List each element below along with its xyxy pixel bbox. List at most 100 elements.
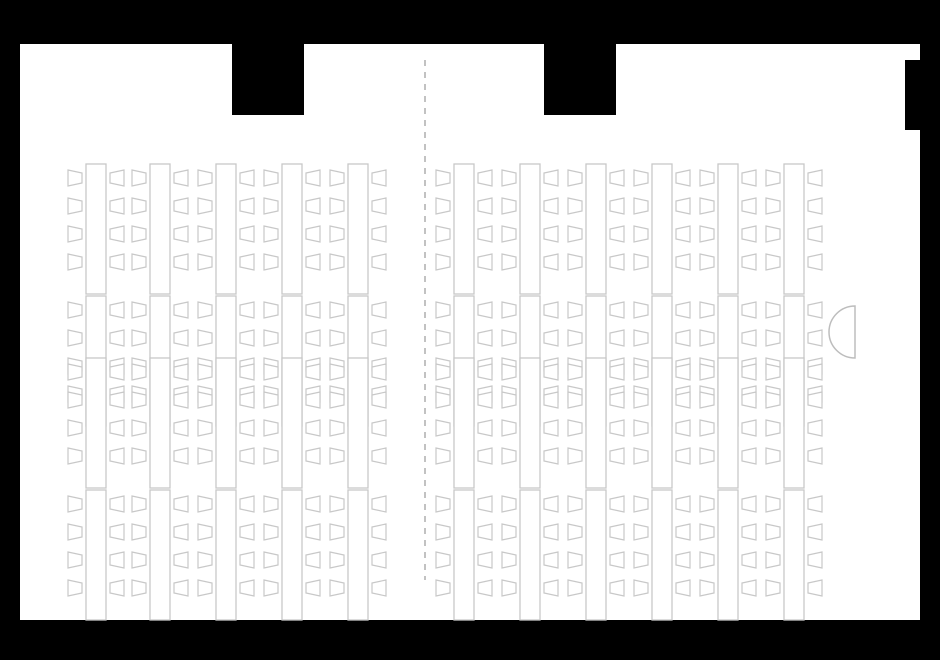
chair-right-c8-r1-b0-s3 <box>676 448 690 464</box>
chair-left-c6-r1-b1-s2 <box>502 552 516 568</box>
chair-left-c8-r1-b1-s0 <box>634 496 648 512</box>
chair-right-c6-r0-b1-s1 <box>544 330 558 346</box>
chair-left-c5-r1-b1-s0 <box>436 496 450 512</box>
chair-right-c10-r0-b0-s1 <box>808 198 822 214</box>
chair-right-c5-r0-b1-s1 <box>478 330 492 346</box>
chair-left-c4-r1-b1-s0 <box>330 496 344 512</box>
chair-left-c8-r1-b1-s1 <box>634 524 648 540</box>
chair-right-c1-r1-b0-s0 <box>174 364 188 380</box>
chair-left-c0-r1-b1-s2 <box>68 552 82 568</box>
chair-left-c5-r1-b1-s1 <box>436 524 450 540</box>
chair-left-c7-r0-b0-s0 <box>568 170 582 186</box>
chair-right-c1-r1-b1-s2 <box>174 552 188 568</box>
chair-right-c0-r0-b0-s3 <box>110 254 124 270</box>
chair-right-c8-r1-b1-s2 <box>676 552 690 568</box>
table-c10-r1-b0 <box>784 358 804 488</box>
chair-left-c7-r1-b0-s0 <box>568 364 582 380</box>
chair-left-c1-r1-b0-s3 <box>132 448 146 464</box>
table-c1-r1-b1 <box>150 490 170 620</box>
chair-right-c3-r1-b0-s3 <box>306 448 320 464</box>
chair-left-c5-r0-b1-s0 <box>436 302 450 318</box>
chair-right-c8-r1-b1-s3 <box>676 580 690 596</box>
table-c3-r1-b0 <box>282 358 302 488</box>
chair-left-c8-r0-b0-s1 <box>634 198 648 214</box>
chair-left-c5-r0-b0-s1 <box>436 198 450 214</box>
chair-left-c5-r1-b1-s3 <box>436 580 450 596</box>
chair-right-c2-r0-b1-s0 <box>240 302 254 318</box>
table-c9-r1-b0 <box>718 358 738 488</box>
table-c8-r0-b0 <box>652 164 672 294</box>
chair-left-c4-r1-b1-s3 <box>330 580 344 596</box>
chair-left-c6-r0-b1-s1 <box>502 330 516 346</box>
chair-left-c2-r1-b0-s3 <box>198 448 212 464</box>
chair-right-c3-r1-b1-s0 <box>306 496 320 512</box>
chair-left-c0-r1-b1-s0 <box>68 496 82 512</box>
table-c4-r0-b0 <box>348 164 368 294</box>
table-c4-r1-b1 <box>348 490 368 620</box>
chair-left-c1-r1-b1-s2 <box>132 552 146 568</box>
chair-right-c4-r0-b0-s2 <box>372 226 386 242</box>
chair-left-c2-r0-b0-s0 <box>198 170 212 186</box>
chair-right-c1-r1-b1-s0 <box>174 496 188 512</box>
table-c7-r0-b0 <box>586 164 606 294</box>
chair-left-c6-r1-b0-s0 <box>502 364 516 380</box>
chair-left-c9-r1-b0-s3 <box>700 448 714 464</box>
chair-right-c4-r0-b0-s3 <box>372 254 386 270</box>
chair-right-c2-r1-b1-s2 <box>240 552 254 568</box>
chair-left-c8-r1-b0-s2 <box>634 420 648 436</box>
chair-left-c8-r0-b0-s2 <box>634 226 648 242</box>
chair-right-c4-r0-b1-s0 <box>372 302 386 318</box>
chair-left-c5-r0-b1-s1 <box>436 330 450 346</box>
chair-left-c1-r1-b1-s3 <box>132 580 146 596</box>
table-c10-r0-b0 <box>784 164 804 294</box>
chair-left-c5-r1-b1-s2 <box>436 552 450 568</box>
chair-left-c5-r0-b0-s3 <box>436 254 450 270</box>
room-top-bump-1 <box>304 44 544 60</box>
chair-right-c8-r0-b0-s3 <box>676 254 690 270</box>
chair-left-c2-r1-b1-s3 <box>198 580 212 596</box>
chair-right-c0-r0-b0-s0 <box>110 170 124 186</box>
table-c2-r0-b0 <box>216 164 236 294</box>
pillar-0 <box>232 60 304 115</box>
chair-right-c1-r0-b0-s3 <box>174 254 188 270</box>
chair-left-c10-r1-b0-s1 <box>766 392 780 408</box>
table-c5-r1-b0 <box>454 358 474 488</box>
chair-left-c5-r0-b0-s0 <box>436 170 450 186</box>
chair-left-c1-r1-b1-s0 <box>132 496 146 512</box>
chair-right-c7-r0-b0-s2 <box>610 226 624 242</box>
chair-left-c10-r0-b0-s3 <box>766 254 780 270</box>
chair-left-c8-r1-b0-s1 <box>634 392 648 408</box>
chair-right-c2-r1-b1-s1 <box>240 524 254 540</box>
chair-right-c8-r0-b1-s1 <box>676 330 690 346</box>
table-c5-r1-b1 <box>454 490 474 620</box>
chair-left-c7-r1-b1-s1 <box>568 524 582 540</box>
chair-right-c10-r1-b1-s1 <box>808 524 822 540</box>
chair-right-c1-r1-b0-s3 <box>174 448 188 464</box>
chair-right-c2-r1-b0-s2 <box>240 420 254 436</box>
chair-right-c1-r0-b1-s0 <box>174 302 188 318</box>
chair-left-c8-r0-b1-s0 <box>634 302 648 318</box>
chair-left-c0-r0-b0-s0 <box>68 170 82 186</box>
chair-left-c2-r1-b0-s0 <box>198 364 212 380</box>
chair-right-c0-r0-b1-s1 <box>110 330 124 346</box>
table-c5-r0-b0 <box>454 164 474 294</box>
chair-right-c3-r1-b1-s2 <box>306 552 320 568</box>
chair-left-c4-r1-b1-s2 <box>330 552 344 568</box>
chair-right-c7-r0-b0-s0 <box>610 170 624 186</box>
chair-left-c4-r0-b0-s1 <box>330 198 344 214</box>
chair-left-c2-r0-b0-s3 <box>198 254 212 270</box>
chair-right-c2-r0-b1-s1 <box>240 330 254 346</box>
chair-left-c10-r0-b0-s1 <box>766 198 780 214</box>
chair-right-c9-r0-b0-s0 <box>742 170 756 186</box>
chair-left-c7-r0-b0-s2 <box>568 226 582 242</box>
chair-left-c7-r0-b0-s1 <box>568 198 582 214</box>
chair-right-c3-r1-b0-s2 <box>306 420 320 436</box>
chair-left-c1-r1-b0-s0 <box>132 364 146 380</box>
chair-left-c7-r1-b1-s0 <box>568 496 582 512</box>
table-c3-r0-b0 <box>282 164 302 294</box>
chair-left-c4-r0-b0-s0 <box>330 170 344 186</box>
chair-left-c3-r1-b0-s2 <box>264 420 278 436</box>
chair-right-c5-r1-b1-s3 <box>478 580 492 596</box>
chair-left-c3-r0-b0-s3 <box>264 254 278 270</box>
chair-right-c9-r1-b1-s3 <box>742 580 756 596</box>
